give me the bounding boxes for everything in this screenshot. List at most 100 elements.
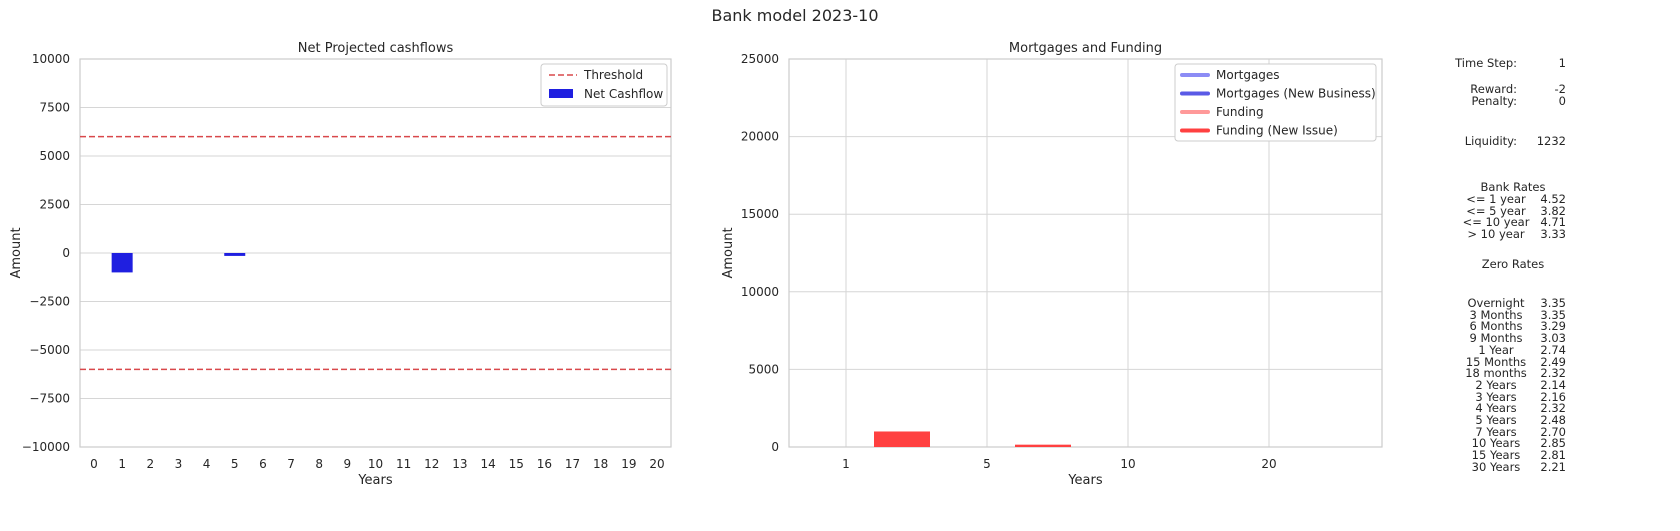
y-tick-label: −10000 [22, 440, 70, 454]
zero-rate-row: Overnight 3.35 [1448, 297, 1566, 309]
x-tick-label: 20 [649, 457, 664, 471]
bank-rate-value: 4.71 [1540, 215, 1566, 230]
zero-rate-label: 15 Months [1465, 354, 1527, 369]
page-title: Bank model 2023-10 [711, 6, 879, 25]
zero-rate-row: 10 Years 2.85 [1448, 437, 1566, 449]
zero-rate-row: 15 Months 2.49 [1448, 356, 1566, 368]
x-tick-label: 10 [368, 457, 383, 471]
x-tick-label: 3 [175, 457, 183, 471]
bank-rate-label: <= 5 year [1466, 203, 1526, 218]
zero-rate-row: 3 Years 2.16 [1448, 391, 1566, 403]
liquidity-row: Liquidity: 1232 [1448, 134, 1566, 148]
bank-rate-value: 3.33 [1540, 227, 1566, 242]
zero-rate-value: 2.70 [1540, 424, 1566, 439]
bank-rate-label: <= 10 year [1462, 215, 1530, 230]
x-tick-label: 20 [1261, 457, 1276, 471]
y-tick-label: 0 [771, 440, 779, 454]
legend-threshold-label: Threshold [583, 68, 643, 82]
x-tick-label: 7 [287, 457, 295, 471]
liquidity-value: 1232 [1536, 134, 1566, 148]
zero-rate-row: 4 Years 2.32 [1448, 402, 1566, 414]
x-tick-label: 5 [231, 457, 239, 471]
y-tick-label: 10000 [741, 285, 779, 299]
zero-rate-value: 2.81 [1540, 448, 1566, 463]
legend-net-cashflow-swatch [549, 89, 573, 98]
legend-mortgages-new-label: Mortgages (New Business) [1216, 87, 1376, 101]
y-tick-label: 5000 [39, 149, 70, 163]
bank-rates-title: Bank Rates [1480, 180, 1546, 194]
x-tick-label: 18 [593, 457, 608, 471]
x-tick-label: 2 [146, 457, 154, 471]
zero-rate-row: 6 Months 3.29 [1448, 320, 1566, 332]
zero-rate-label: 2 Years [1475, 377, 1517, 392]
zero-rate-row: 7 Years 2.70 [1448, 426, 1566, 438]
time-step-label: Time Step: [1455, 56, 1517, 70]
x-tick-label: 19 [621, 457, 636, 471]
bank-rate-value: 4.52 [1540, 192, 1566, 206]
bank-rate-row: <= 1 year 4.52 [1448, 193, 1566, 205]
penalty-row: Penalty: 0 [1448, 94, 1566, 108]
x-tick-label: 17 [565, 457, 580, 471]
charts-canvas: 100007500500025000−2500−5000−7500−100000… [9, 41, 1383, 488]
zero-rate-value: 2.14 [1540, 377, 1566, 392]
x-tick-label: 11 [396, 457, 411, 471]
x-tick-label: 4 [203, 457, 211, 471]
x-tick-label: 9 [344, 457, 352, 471]
x-axis-label: Years [357, 473, 393, 488]
bank-rate-label: > 10 year [1467, 227, 1525, 242]
x-tick-label: 14 [480, 457, 495, 471]
zero-rate-label: 1 Year [1478, 342, 1514, 357]
penalty-label: Penalty: [1471, 94, 1517, 108]
zero-rate-row: 3 Months 3.35 [1448, 309, 1566, 321]
x-tick-label: 1 [842, 457, 850, 471]
y-axis-label: Amount [721, 227, 736, 278]
zero-rate-row: 15 Years 2.81 [1448, 449, 1566, 461]
legend-net-cashflow-label: Net Cashflow [584, 87, 663, 101]
y-tick-label: 7500 [39, 101, 70, 115]
y-tick-label: −7500 [29, 392, 70, 406]
bank-rate-row: <= 10 year 4.71 [1448, 216, 1566, 228]
zero-rate-value: 3.03 [1540, 331, 1566, 346]
bank-rate-row: > 10 year 3.33 [1448, 228, 1566, 240]
bank-rate-value: 3.82 [1540, 203, 1566, 218]
zero-rate-value: 2.32 [1540, 366, 1566, 381]
x-tick-label: 12 [424, 457, 439, 471]
zero-rate-label: 4 Years [1475, 401, 1517, 416]
x-tick-label: 6 [259, 457, 267, 471]
zero-rate-value: 2.49 [1540, 354, 1566, 369]
zero-rate-row: 30 Years 2.21 [1448, 461, 1566, 473]
zero-rate-label: 5 Years [1475, 413, 1517, 427]
y-tick-label: −2500 [29, 295, 70, 309]
y-tick-label: 5000 [748, 362, 779, 376]
zero-rate-label: 15 Years [1471, 448, 1521, 463]
liquidity-label: Liquidity: [1464, 134, 1517, 148]
zero-rate-label: 3 Years [1475, 389, 1517, 404]
zero-rate-value: 2.48 [1540, 413, 1566, 427]
x-tick-label: 13 [452, 457, 467, 471]
legend-funding-new-issue-label: Funding (New Issue) [1216, 124, 1338, 138]
time-step-value: 1 [1558, 56, 1566, 70]
y-tick-label: 20000 [741, 130, 779, 144]
y-tick-label: 10000 [32, 52, 70, 66]
zero-rate-value: 2.85 [1540, 436, 1566, 451]
x-tick-label: 15 [509, 457, 524, 471]
zero-rate-label: 6 Months [1469, 319, 1523, 334]
reward-label: Reward: [1470, 82, 1517, 96]
zero-rate-value: 2.74 [1540, 342, 1566, 357]
zero-rate-value: 3.29 [1540, 319, 1566, 334]
zero-rate-value: 3.35 [1540, 296, 1566, 310]
chart-title: Mortgages and Funding [1009, 41, 1162, 56]
zero-rate-value: 2.16 [1540, 389, 1566, 404]
funding-new-issue-bar [874, 431, 930, 447]
plot-frame [79, 58, 672, 448]
y-tick-label: 15000 [741, 207, 779, 221]
y-tick-label: 2500 [39, 198, 70, 212]
plot-frame [788, 58, 1383, 448]
zero-rate-row: 18 months 2.32 [1448, 367, 1566, 379]
zero-rate-label: 7 Years [1475, 424, 1517, 439]
penalty-value: 0 [1558, 94, 1566, 108]
zero-rate-row: 1 Year 2.74 [1448, 344, 1566, 356]
zero-rate-value: 2.21 [1540, 459, 1566, 474]
funding-new-issue-bar [1015, 444, 1071, 447]
time-step-row: Time Step: 1 [1448, 56, 1566, 70]
